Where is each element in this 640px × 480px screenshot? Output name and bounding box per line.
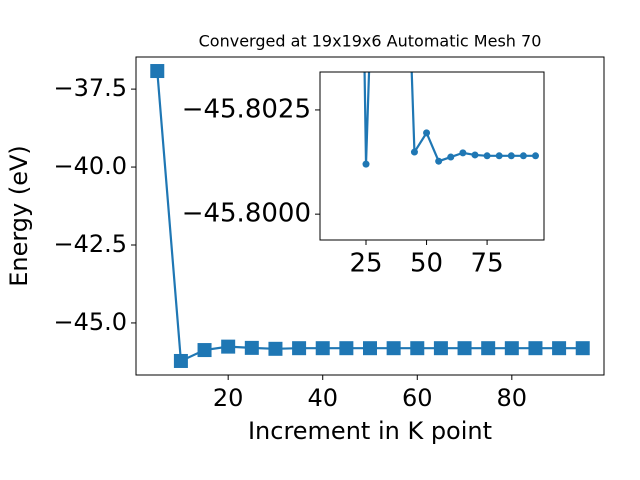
marker — [528, 341, 543, 356]
marker — [386, 341, 401, 356]
x-tick-label: 20 — [213, 384, 244, 412]
axes-frame — [319, 71, 545, 241]
y-tick-label: −45.8025 — [182, 94, 311, 124]
marker — [519, 152, 527, 160]
marker — [575, 341, 590, 356]
plot-content — [362, 72, 540, 168]
marker — [483, 152, 491, 160]
chart-title: Converged at 19x19x6 Automatic Mesh 70 — [199, 32, 542, 51]
marker — [197, 343, 212, 358]
marker — [244, 340, 259, 355]
marker — [410, 341, 425, 356]
x-tick-label: 40 — [307, 384, 338, 412]
marker — [447, 153, 455, 161]
marker — [363, 341, 377, 356]
marker — [221, 339, 236, 354]
data-line — [363, 72, 536, 165]
marker — [457, 341, 472, 356]
y-axis-label: Energy (eV) — [5, 145, 33, 287]
marker — [362, 160, 370, 168]
y-tick-label: −37.5 — [53, 74, 127, 102]
x-tick-label: 25 — [349, 249, 382, 279]
y-tick-label: −40.0 — [53, 152, 127, 180]
marker — [292, 341, 307, 356]
marker — [507, 152, 515, 160]
marker — [410, 148, 418, 156]
marker — [504, 341, 519, 356]
marker — [532, 152, 540, 160]
y-tick-label: −45.0 — [53, 308, 127, 336]
marker — [435, 157, 443, 165]
marker — [173, 353, 188, 368]
x-tick-label: 50 — [410, 249, 443, 279]
marker — [268, 341, 283, 356]
x-tick-label: 75 — [471, 249, 504, 279]
plot-content — [150, 64, 590, 368]
y-tick-label: −42.5 — [53, 230, 127, 258]
marker — [552, 341, 567, 356]
marker — [471, 151, 479, 159]
marker — [459, 149, 467, 157]
x-tick-label: 60 — [402, 384, 433, 412]
axes-frame — [135, 56, 605, 376]
y-tick-label: −45.8000 — [182, 199, 311, 229]
marker — [423, 129, 431, 137]
x-axis-label: Increment in K point — [248, 417, 492, 445]
marker — [495, 152, 503, 160]
marker — [481, 341, 496, 356]
marker — [150, 64, 165, 79]
marker — [433, 341, 448, 356]
x-tick-label: 80 — [497, 384, 528, 412]
marker — [339, 341, 354, 356]
marker — [315, 341, 330, 356]
